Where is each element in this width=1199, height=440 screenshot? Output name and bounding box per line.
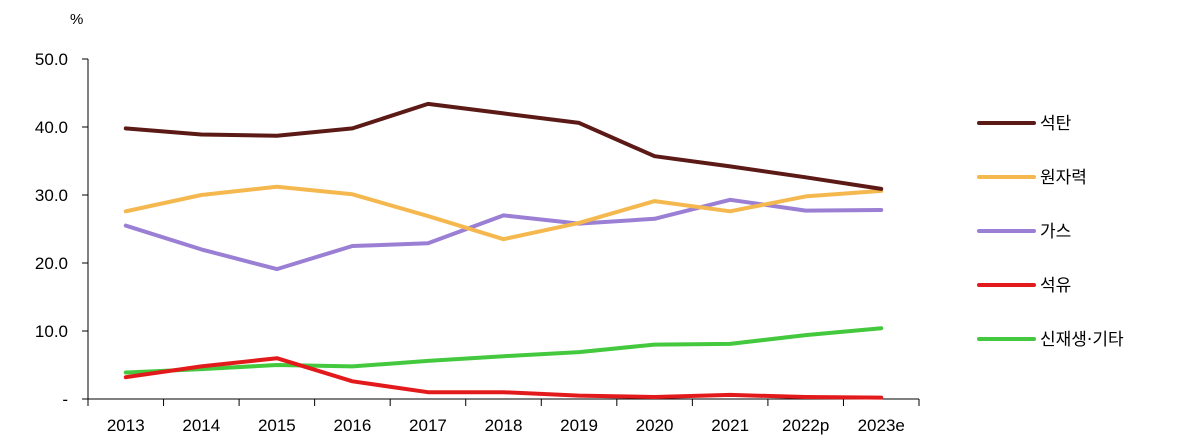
series-lines: [123, 101, 884, 400]
legend-label: 석유: [1040, 276, 1071, 296]
x-tick-label: 2018: [485, 416, 523, 435]
legend-label: 석탄: [1040, 114, 1072, 134]
x-tick-label: 2019: [560, 416, 598, 435]
x-axis: 2013 2014 2015 2016 2017 2018 2019 2020 2021 2022…: [87, 398, 920, 435]
y-axis-unit-label: %: [70, 11, 83, 28]
y-axis: - 10.0 20.0 30.0 40.0 50.0: [35, 50, 89, 409]
series-line-1: [123, 101, 884, 191]
x-tick-label: 2022p: [782, 416, 829, 435]
series-line-4: [123, 356, 884, 400]
x-tick-label: 2023e: [858, 416, 905, 435]
y-tick-label: 20.0: [35, 254, 68, 273]
series-line-3: [123, 197, 884, 272]
x-tick-label: 2015: [258, 416, 296, 435]
legend-label: 신재생·기타: [1040, 330, 1124, 350]
series-line-2: [123, 184, 884, 242]
x-tick-label: 2020: [636, 416, 674, 435]
series-line-5: [123, 326, 884, 375]
y-tick-label: -: [62, 390, 68, 409]
x-tick-label: 2021: [711, 416, 749, 435]
legend-label: 가스: [1040, 222, 1071, 242]
legend-label: 원자력: [1040, 168, 1087, 188]
x-tick-label: 2014: [182, 416, 220, 435]
x-tick-label: 2016: [333, 416, 371, 435]
x-tick-label: 2017: [409, 416, 447, 435]
y-tick-label: 10.0: [35, 322, 68, 341]
y-tick-label: 30.0: [35, 186, 68, 205]
x-tick-label: 2013: [107, 416, 145, 435]
y-tick-label: 50.0: [35, 50, 68, 69]
y-tick-label: 40.0: [35, 118, 68, 137]
